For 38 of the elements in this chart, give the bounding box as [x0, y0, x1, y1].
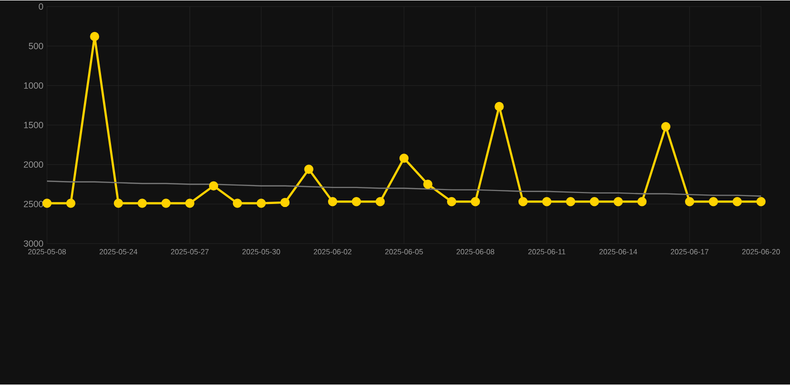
- point: [661, 122, 670, 132]
- point: [376, 197, 385, 206]
- y-tick-label: 2000: [24, 162, 44, 168]
- point: [518, 197, 528, 206]
- point: [328, 197, 338, 206]
- point: [42, 198, 52, 208]
- y-tick-label: 0: [38, 4, 44, 10]
- point: [114, 198, 123, 208]
- point: [161, 198, 171, 208]
- y-tick-label: 1000: [24, 82, 44, 89]
- point: [614, 197, 623, 206]
- point: [280, 198, 290, 208]
- point: [566, 197, 576, 206]
- point: [423, 180, 432, 190]
- point: [209, 181, 218, 191]
- point: [732, 197, 742, 206]
- point: [637, 197, 647, 206]
- point: [66, 198, 76, 208]
- point: [708, 197, 718, 206]
- point: [352, 197, 362, 206]
- point: [756, 197, 766, 206]
- y-tick-label: 1500: [24, 122, 44, 128]
- y-tick-label: 2500: [24, 201, 44, 208]
- point: [399, 154, 409, 164]
- point: [542, 197, 552, 206]
- point: [185, 198, 194, 208]
- point: [590, 197, 600, 206]
- point: [138, 198, 147, 208]
- point: [685, 197, 694, 206]
- y-tick-label: 3000: [24, 240, 44, 247]
- point: [447, 197, 456, 206]
- point: [470, 197, 480, 206]
- point: [90, 32, 100, 42]
- y-tick-label: 500: [28, 43, 44, 50]
- point: [304, 164, 314, 174]
- point: [256, 198, 266, 208]
- point: [494, 102, 504, 112]
- point: [232, 198, 242, 208]
